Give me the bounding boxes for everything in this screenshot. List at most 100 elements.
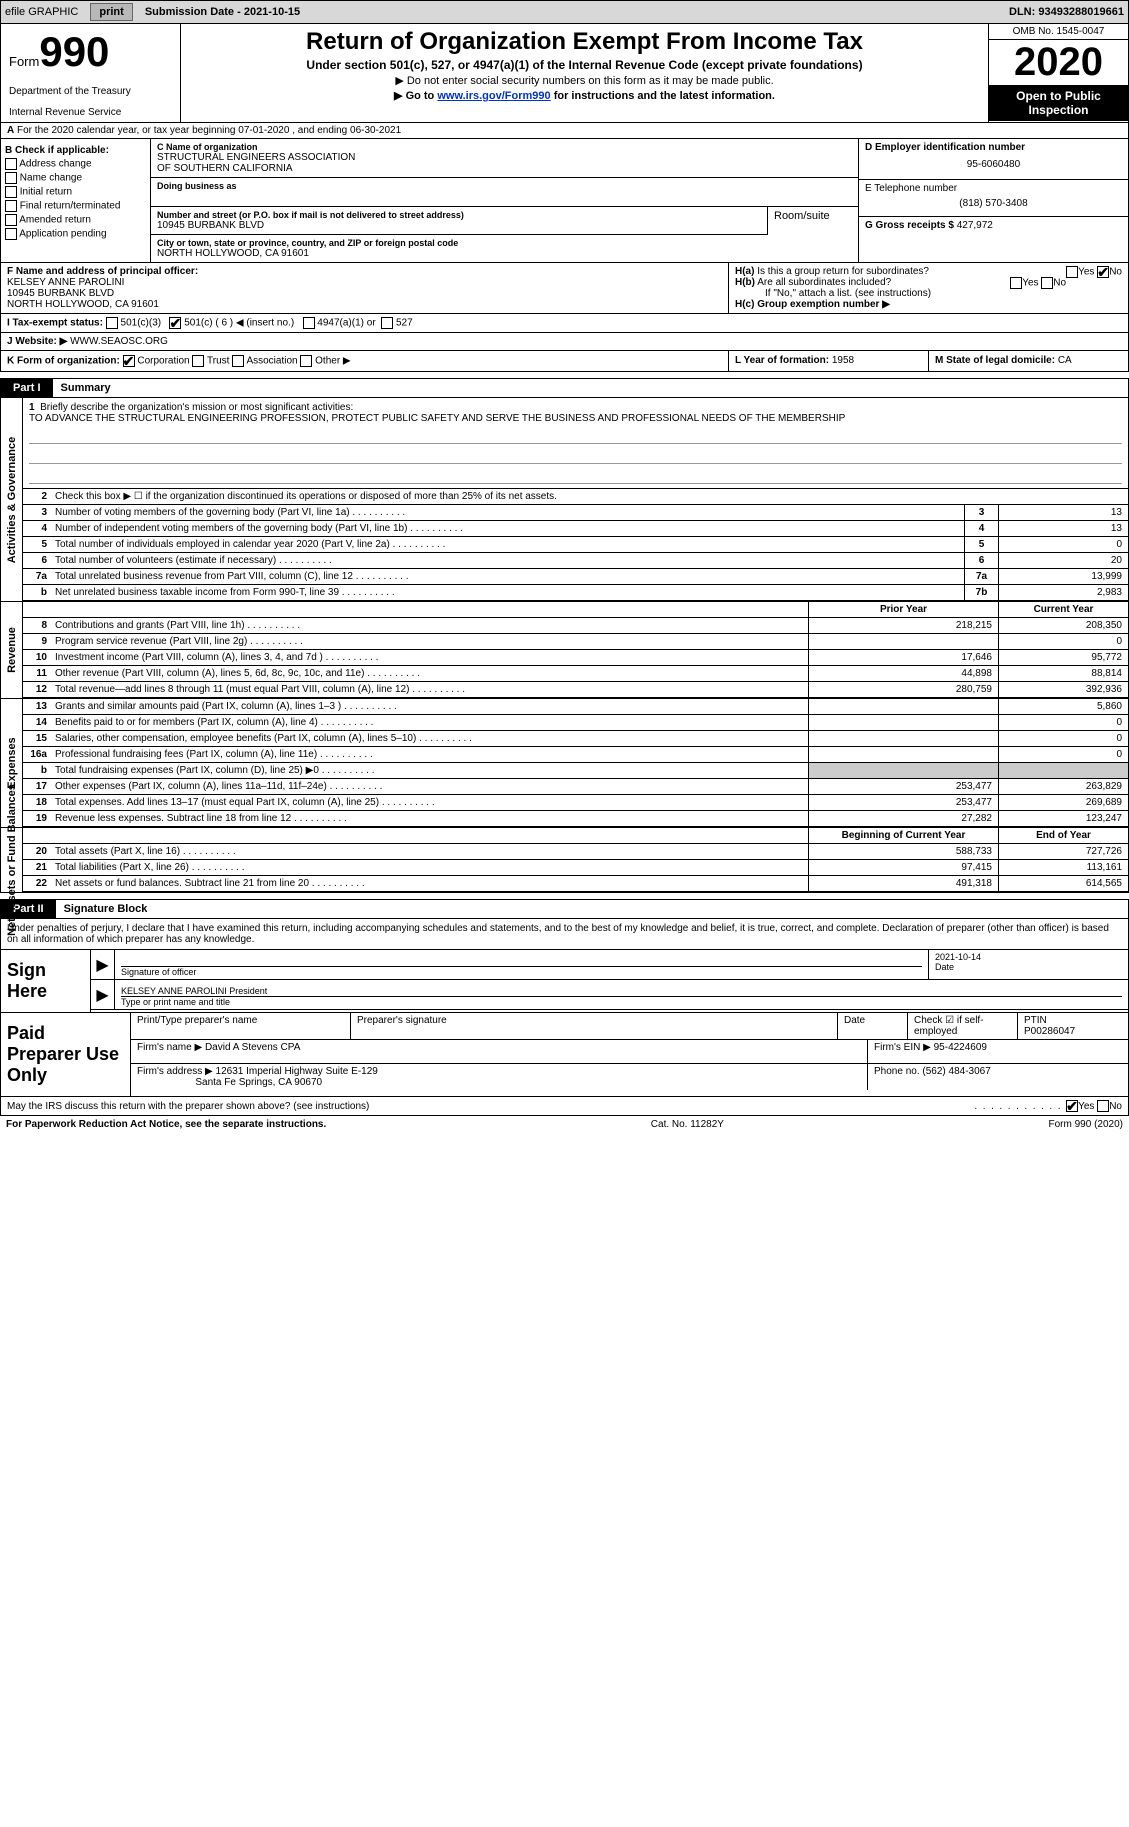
assoc-checkbox[interactable] [232, 355, 244, 367]
sign-arrow-icon-2: ▶ [91, 980, 115, 1009]
summary-row: 15Salaries, other compensation, employee… [23, 731, 1128, 747]
ptin-header: PTIN [1024, 1015, 1047, 1026]
ha-yes-checkbox[interactable] [1066, 266, 1078, 278]
governance-section: Activities & Governance 1 Briefly descri… [0, 398, 1129, 602]
officer-addr1: 10945 BURBANK BLVD [7, 288, 114, 299]
row-f-h: F Name and address of principal officer:… [0, 263, 1129, 314]
name-change-checkbox[interactable] [5, 172, 17, 184]
form-title: Return of Organization Exempt From Incom… [189, 28, 980, 56]
dept-irs: Internal Revenue Service [9, 107, 172, 118]
addr-label: Number and street (or P.O. box if mail i… [157, 210, 761, 220]
app-pending-checkbox[interactable] [5, 228, 17, 240]
g-label: G Gross receipts $ [865, 220, 954, 231]
form-subtitle: Under section 501(c), 527, or 4947(a)(1)… [189, 58, 980, 72]
date-label: Date [935, 962, 1122, 972]
netassets-section: Net Assets or Fund Balances Beginning of… [0, 828, 1129, 893]
ein: 95-6060480 [865, 153, 1122, 176]
summary-row: 3Number of voting members of the governi… [23, 505, 1128, 521]
form-990: 990 [39, 28, 109, 75]
hb-no-checkbox[interactable] [1041, 277, 1053, 289]
current-year-header: Current Year [998, 602, 1128, 617]
efile-label: efile GRAPHIC [5, 6, 78, 18]
expenses-section: Expenses 13Grants and similar amounts pa… [0, 699, 1129, 828]
part1-label: Part I [1, 379, 53, 397]
e-label: E Telephone number [865, 183, 1122, 194]
topbar: efile GRAPHIC print Submission Date - 20… [0, 0, 1129, 24]
summary-row: 9Program service revenue (Part VIII, lin… [23, 634, 1128, 650]
summary-row: 21Total liabilities (Part X, line 26)97,… [23, 860, 1128, 876]
summary-row: 10Investment income (Part VIII, column (… [23, 650, 1128, 666]
summary-row: 8Contributions and grants (Part VIII, li… [23, 618, 1128, 634]
begin-year-header: Beginning of Current Year [808, 828, 998, 843]
addr-change-checkbox[interactable] [5, 158, 17, 170]
firm-label: Firm's name ▶ [137, 1042, 202, 1053]
print-button[interactable]: print [90, 3, 132, 21]
501c-checkbox[interactable] [169, 317, 181, 329]
year-box: OMB No. 1545-0047 2020 Open to Public In… [988, 24, 1128, 122]
summary-row: 11Other revenue (Part VIII, column (A), … [23, 666, 1128, 682]
firm-addr-label: Firm's address ▶ [137, 1066, 213, 1077]
ha-no-checkbox[interactable] [1097, 266, 1109, 278]
form-note1: ▶ Do not enter social security numbers o… [189, 74, 980, 87]
527-checkbox[interactable] [381, 317, 393, 329]
form-label: Form [9, 54, 39, 69]
tax-year: 2020 [989, 40, 1128, 85]
org-name: STRUCTURAL ENGINEERS ASSOCIATION OF SOUT… [157, 152, 852, 174]
summary-row: 6Total number of volunteers (estimate if… [23, 553, 1128, 569]
discuss-no-checkbox[interactable] [1097, 1100, 1109, 1112]
summary-row: 19Revenue less expenses. Subtract line 1… [23, 811, 1128, 827]
summary-row: 7aTotal unrelated business revenue from … [23, 569, 1128, 585]
room-label: Room/suite [774, 210, 852, 222]
summary-row: 17Other expenses (Part IX, column (A), l… [23, 779, 1128, 795]
summary-row: 14Benefits paid to or for members (Part … [23, 715, 1128, 731]
other-checkbox[interactable] [300, 355, 312, 367]
governance-side-label: Activities & Governance [1, 398, 23, 601]
submission-date: Submission Date - 2021-10-15 [145, 6, 300, 18]
footer: For Paperwork Reduction Act Notice, see … [0, 1116, 1129, 1133]
trust-checkbox[interactable] [192, 355, 204, 367]
l-label: L Year of formation: [735, 355, 829, 366]
l2-text: Check this box ▶ ☐ if the organization d… [51, 489, 1128, 504]
d-label: D Employer identification number [865, 142, 1025, 153]
row-j: J Website: ▶ WWW.SEAOSC.ORG [0, 333, 1129, 351]
org-address: 10945 BURBANK BLVD [157, 220, 761, 231]
summary-row: 16aProfessional fundraising fees (Part I… [23, 747, 1128, 763]
f-label: F Name and address of principal officer: [7, 266, 198, 277]
domicile-state: CA [1058, 355, 1072, 366]
section-b: B Check if applicable: Address change Na… [0, 139, 1129, 263]
telephone: (818) 570-3408 [865, 194, 1122, 213]
website-url: WWW.SEAOSC.ORG [70, 336, 168, 347]
open-to-public: Open to Public Inspection [989, 85, 1128, 121]
501c3-checkbox[interactable] [106, 317, 118, 329]
initial-return-checkbox[interactable] [5, 186, 17, 198]
dln: DLN: 93493288019661 [1009, 6, 1124, 18]
year-formed: 1958 [832, 355, 854, 366]
final-return-checkbox[interactable] [5, 200, 17, 212]
amended-checkbox[interactable] [5, 214, 17, 226]
c-label: C Name of organization [157, 142, 852, 152]
m-label: M State of legal domicile: [935, 355, 1055, 366]
corp-checkbox[interactable] [123, 355, 135, 367]
discuss-yes-checkbox[interactable] [1066, 1100, 1078, 1112]
col-d-e-g: D Employer identification number 95-6060… [858, 139, 1128, 262]
cat-no: Cat. No. 11282Y [651, 1119, 724, 1130]
row-i: I Tax-exempt status: 501(c)(3) 501(c) ( … [0, 314, 1129, 333]
4947-checkbox[interactable] [303, 317, 315, 329]
preparer-label: Paid Preparer Use Only [1, 1013, 131, 1096]
part2-header: Part II Signature Block [0, 899, 1129, 919]
hb-yes-checkbox[interactable] [1010, 277, 1022, 289]
goto-post: for instructions and the latest informat… [551, 90, 775, 102]
title-box: Return of Organization Exempt From Incom… [181, 24, 988, 122]
part1-title: Summary [53, 379, 119, 397]
phone-label: Phone no. [874, 1066, 920, 1077]
col-c-org-info: C Name of organization STRUCTURAL ENGINE… [151, 139, 858, 262]
ptin-value: P00286047 [1024, 1026, 1075, 1037]
name-label: Type or print name and title [121, 996, 1122, 1007]
preparer-section: Paid Preparer Use Only Print/Type prepar… [0, 1013, 1129, 1097]
summary-row: bTotal fundraising expenses (Part IX, co… [23, 763, 1128, 779]
discuss-row: May the IRS discuss this return with the… [0, 1097, 1129, 1116]
summary-row: 20Total assets (Part X, line 16)588,7337… [23, 844, 1128, 860]
summary-row: bNet unrelated business taxable income f… [23, 585, 1128, 601]
irs-link[interactable]: www.irs.gov/Form990 [437, 90, 550, 102]
prep-sig-header: Preparer's signature [351, 1013, 838, 1039]
